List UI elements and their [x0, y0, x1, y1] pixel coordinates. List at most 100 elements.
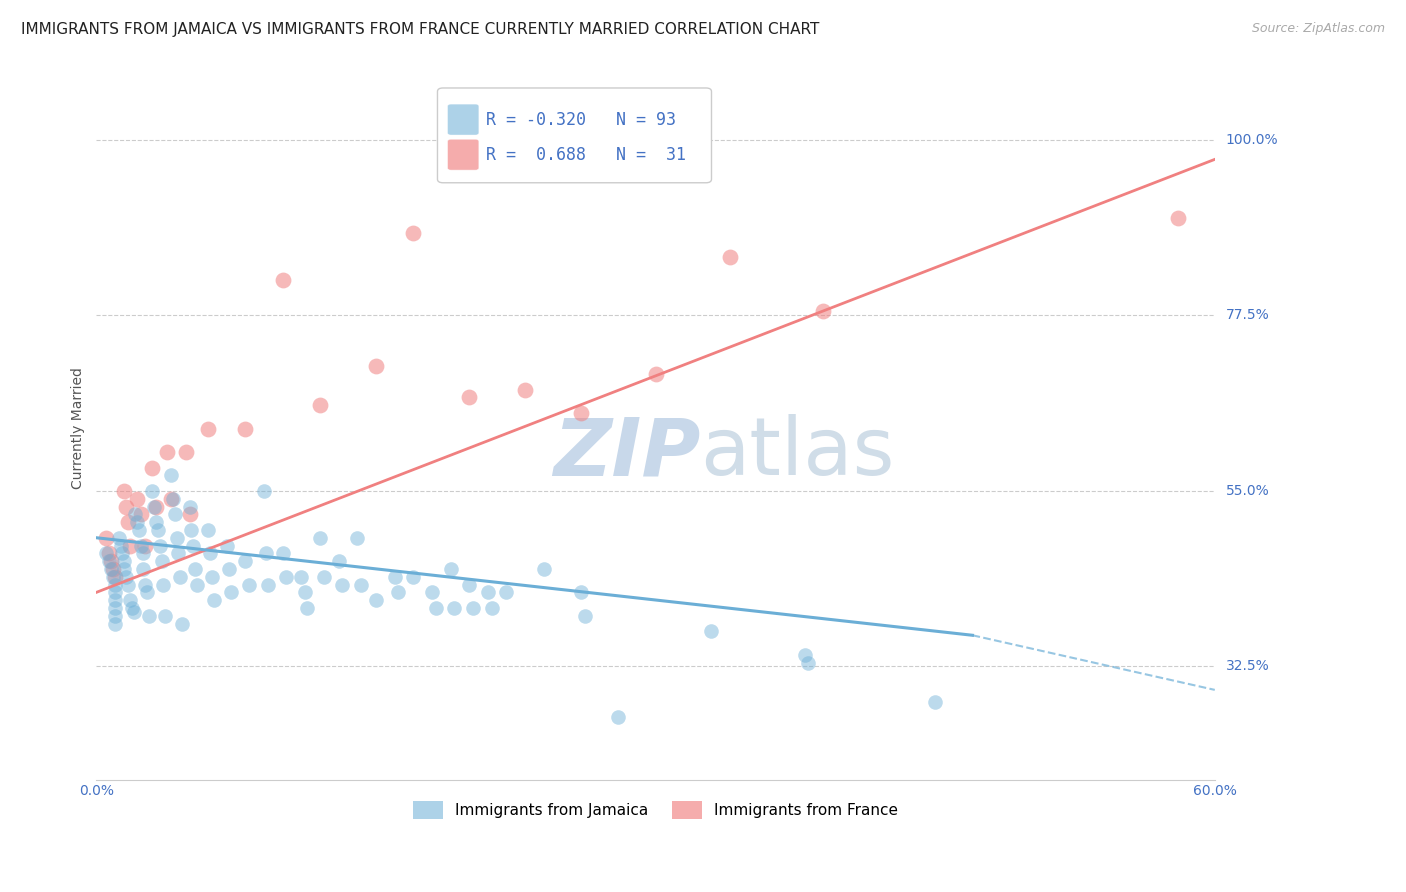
Text: 32.5%: 32.5%: [1226, 659, 1270, 673]
Point: [179, 500, 201, 514]
Point: [215, 539, 238, 553]
Point: [294, 585, 316, 599]
Point: [101, 570, 124, 584]
Point: [574, 608, 596, 623]
Point: [104, 601, 127, 615]
Point: [160, 491, 183, 506]
Point: [924, 695, 946, 709]
Point: [253, 483, 276, 498]
Point: [458, 390, 481, 404]
Point: [271, 273, 294, 287]
Point: [107, 531, 129, 545]
Point: [309, 531, 332, 545]
Text: 55.0%: 55.0%: [1226, 484, 1270, 498]
Point: [163, 508, 186, 522]
Point: [145, 515, 167, 529]
Point: [129, 539, 152, 553]
Point: [146, 523, 169, 537]
Point: [121, 601, 143, 615]
Point: [174, 445, 197, 459]
Point: [186, 577, 208, 591]
Point: [117, 515, 139, 529]
Point: [332, 577, 354, 591]
Point: [276, 570, 298, 584]
Point: [138, 608, 160, 623]
Point: [700, 624, 723, 639]
Point: [201, 570, 224, 584]
Point: [118, 593, 141, 607]
Text: atlas: atlas: [700, 414, 894, 492]
Point: [346, 531, 368, 545]
Point: [387, 585, 409, 599]
Point: [143, 500, 166, 514]
Point: [644, 367, 666, 381]
Point: [797, 656, 820, 670]
Point: [364, 359, 387, 373]
Point: [533, 562, 555, 576]
FancyBboxPatch shape: [447, 104, 479, 135]
Point: [481, 601, 503, 615]
Point: [115, 500, 138, 514]
Point: [118, 539, 141, 553]
Point: [607, 710, 630, 724]
Point: [718, 250, 741, 264]
Point: [184, 562, 207, 576]
Point: [402, 570, 425, 584]
Point: [149, 539, 172, 553]
Point: [235, 421, 257, 435]
Text: Source: ZipAtlas.com: Source: ZipAtlas.com: [1251, 22, 1385, 36]
Point: [350, 577, 373, 591]
Point: [104, 608, 127, 623]
Point: [124, 508, 146, 522]
Point: [122, 605, 145, 619]
Point: [439, 562, 461, 576]
Point: [115, 570, 138, 584]
Point: [117, 577, 139, 591]
Point: [167, 546, 190, 560]
Point: [364, 593, 387, 607]
Point: [813, 304, 835, 318]
Point: [172, 616, 194, 631]
Point: [127, 515, 149, 529]
Point: [134, 577, 156, 591]
Legend: Immigrants from Jamaica, Immigrants from France: Immigrants from Jamaica, Immigrants from…: [406, 795, 904, 824]
Point: [104, 577, 127, 591]
Point: [235, 554, 257, 568]
Point: [254, 546, 277, 560]
Point: [443, 601, 465, 615]
Point: [290, 570, 312, 584]
Point: [152, 577, 174, 591]
Point: [384, 570, 406, 584]
Point: [100, 554, 122, 568]
Point: [129, 508, 152, 522]
Point: [180, 523, 202, 537]
Point: [104, 585, 127, 599]
Point: [141, 483, 163, 498]
Point: [425, 601, 447, 615]
Point: [166, 531, 188, 545]
Point: [1166, 211, 1188, 225]
Point: [477, 585, 499, 599]
Point: [328, 554, 350, 568]
Point: [132, 562, 155, 576]
Text: 100.0%: 100.0%: [1226, 133, 1278, 147]
Point: [112, 483, 135, 498]
Point: [132, 546, 155, 560]
Point: [181, 539, 204, 553]
Point: [110, 539, 132, 553]
Point: [295, 601, 318, 615]
Point: [257, 577, 280, 591]
Point: [162, 491, 184, 506]
Point: [112, 554, 135, 568]
Point: [111, 546, 134, 560]
Point: [513, 383, 536, 397]
Point: [569, 585, 592, 599]
Point: [238, 577, 260, 591]
Point: [100, 562, 122, 576]
Point: [793, 648, 815, 662]
FancyBboxPatch shape: [437, 88, 711, 183]
Point: [101, 562, 124, 576]
Point: [218, 562, 240, 576]
Point: [150, 554, 173, 568]
Point: [145, 500, 167, 514]
